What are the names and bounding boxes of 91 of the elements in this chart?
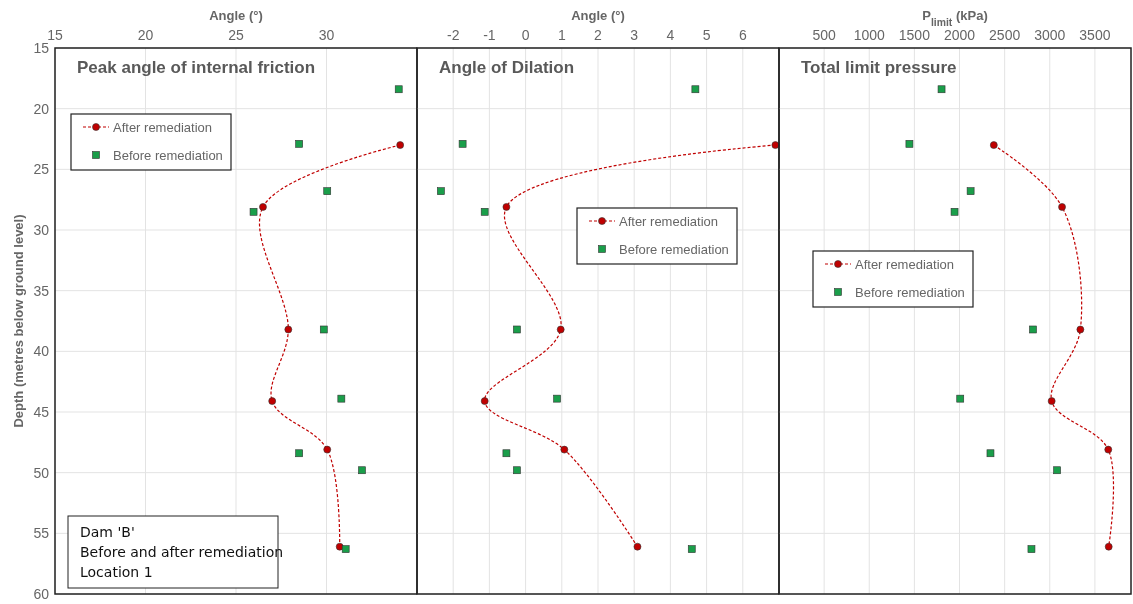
point: [259, 203, 267, 211]
text: Angle of Dilation: [439, 58, 575, 77]
x-tick-label: 6: [738, 27, 747, 43]
y-tick-label: 30: [33, 222, 50, 238]
point: [691, 85, 700, 94]
x-tick-label: 3: [630, 27, 639, 43]
x-tick-label: 3000: [1034, 27, 1066, 43]
point: [1027, 545, 1036, 553]
point: [502, 203, 511, 211]
point: [284, 325, 293, 334]
y-tick-label: 45: [33, 404, 50, 420]
x-tick-label: 1000: [853, 27, 886, 43]
point: [1053, 466, 1061, 475]
point: [986, 449, 995, 458]
x-tick-label: -2: [446, 27, 460, 43]
point: [295, 140, 303, 148]
point: [358, 466, 366, 475]
point: [687, 545, 696, 553]
point: [956, 394, 965, 403]
point: [323, 445, 332, 454]
text: Total limit pressure: [801, 58, 957, 77]
legend-label: Before remediation: [855, 285, 965, 300]
point: [1104, 445, 1113, 454]
point: [513, 466, 521, 475]
x-tick-label: 0: [521, 27, 530, 43]
annotation: Before and after remediation: [80, 544, 284, 560]
annotation: Dam 'B': [80, 524, 135, 540]
x-tick-label: 5: [702, 27, 711, 43]
point: [1058, 203, 1066, 211]
x-axis-title: P$_{limit}$ (kPa): [922, 8, 988, 28]
legend-label: After remediation: [113, 120, 212, 135]
y-axis-title: Depth (metres below ground level): [11, 214, 26, 428]
x-tick-label: 500: [812, 27, 837, 43]
y-tick-label: 15: [33, 40, 50, 56]
legend-label: After remediation: [619, 214, 718, 229]
x-tick-label: 2: [594, 27, 603, 43]
point: [560, 445, 569, 454]
point: [937, 85, 946, 94]
point: [905, 140, 914, 148]
point: [295, 449, 303, 458]
point: [394, 85, 403, 94]
point: [1047, 397, 1056, 405]
x-tick-label: 25: [228, 27, 244, 43]
x-tick-label: 1: [557, 27, 566, 43]
legend-label: Before remediation: [619, 242, 729, 257]
point: [337, 394, 346, 403]
legend-label: After remediation: [855, 257, 954, 272]
point: [480, 208, 489, 216]
y-tick-label: 40: [33, 343, 50, 360]
x-tick-label: 30: [318, 27, 335, 43]
y-tick-label: 55: [33, 525, 50, 542]
point: [341, 545, 350, 553]
y-tick-label: 35: [33, 282, 50, 299]
point: [771, 141, 780, 149]
point: [553, 394, 561, 403]
point: [268, 397, 276, 405]
point: [437, 187, 445, 195]
point: [458, 140, 467, 148]
point: [396, 141, 404, 149]
point: [990, 141, 998, 149]
y-tick-label: 60: [33, 586, 50, 602]
point: [556, 325, 565, 334]
point: [1029, 325, 1037, 334]
point: [502, 449, 511, 458]
x-tick-label: 2000: [943, 27, 976, 43]
x-tick-label: 15: [47, 27, 63, 43]
annotation: Location 1: [80, 564, 153, 580]
legend-label: Before remediation: [113, 148, 223, 163]
point: [966, 187, 975, 195]
point: [335, 542, 344, 551]
x-tick-label: 20: [137, 27, 154, 43]
x-tick-label: 1500: [898, 27, 931, 43]
x-axis-title: Angle (°): [571, 8, 625, 23]
y-tick-label: 50: [33, 464, 50, 481]
x-tick-label: -1: [483, 27, 496, 43]
point: [1076, 325, 1085, 334]
point: [480, 397, 489, 405]
x-tick-label: 4: [666, 27, 675, 43]
y-tick-label: 20: [33, 100, 50, 117]
x-tick-label: 3500: [1079, 27, 1111, 43]
point: [319, 325, 328, 334]
point: [1104, 542, 1113, 551]
point: [513, 325, 521, 334]
text: Peak angle of internal friction: [77, 58, 316, 77]
x-tick-label: 2500: [989, 27, 1021, 43]
y-tick-label: 25: [33, 161, 50, 178]
point: [323, 187, 332, 195]
x-axis-title: Angle (°): [209, 8, 263, 23]
point: [950, 208, 959, 216]
point: [633, 542, 642, 551]
point: [249, 208, 258, 216]
